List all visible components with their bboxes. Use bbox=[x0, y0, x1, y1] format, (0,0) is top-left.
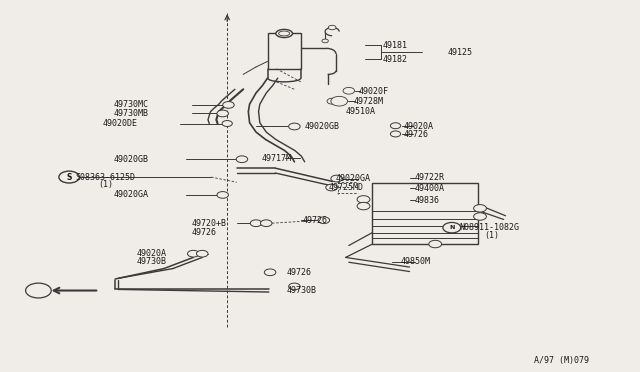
Text: 49726: 49726 bbox=[287, 268, 312, 277]
Circle shape bbox=[357, 202, 370, 210]
Text: (1): (1) bbox=[484, 231, 499, 240]
Circle shape bbox=[217, 192, 228, 198]
Text: N08911-1082G: N08911-1082G bbox=[460, 223, 520, 232]
Text: 49730B: 49730B bbox=[287, 286, 317, 295]
Bar bbox=[268, 33, 301, 69]
Text: 49020A: 49020A bbox=[403, 122, 433, 131]
Circle shape bbox=[357, 196, 370, 203]
Circle shape bbox=[343, 87, 355, 94]
Text: 49020GA: 49020GA bbox=[335, 174, 371, 183]
Text: 49717M: 49717M bbox=[261, 154, 291, 163]
Circle shape bbox=[260, 220, 272, 227]
Circle shape bbox=[443, 222, 461, 233]
Circle shape bbox=[318, 217, 330, 224]
Text: (1): (1) bbox=[98, 180, 113, 189]
Circle shape bbox=[217, 110, 228, 117]
Bar bbox=[372, 183, 478, 244]
Text: 49725MD: 49725MD bbox=[329, 183, 364, 192]
Circle shape bbox=[59, 171, 79, 183]
Text: 49728M: 49728M bbox=[354, 97, 384, 106]
Text: 49400A: 49400A bbox=[415, 184, 445, 193]
Circle shape bbox=[328, 25, 336, 30]
Text: 49020GB: 49020GB bbox=[305, 122, 340, 131]
Text: 49020F: 49020F bbox=[359, 87, 389, 96]
Text: 49125: 49125 bbox=[448, 48, 473, 57]
Text: 49726: 49726 bbox=[192, 228, 217, 237]
Text: 49181: 49181 bbox=[383, 41, 408, 50]
Text: 49730MB: 49730MB bbox=[114, 109, 149, 118]
Circle shape bbox=[196, 250, 208, 257]
Circle shape bbox=[322, 39, 328, 43]
Text: 49720+B: 49720+B bbox=[192, 219, 227, 228]
Text: 49730B: 49730B bbox=[137, 257, 167, 266]
Text: 49020DE: 49020DE bbox=[102, 119, 138, 128]
Text: 49020A: 49020A bbox=[137, 249, 167, 258]
Text: 49836: 49836 bbox=[415, 196, 440, 205]
Circle shape bbox=[223, 102, 234, 108]
Circle shape bbox=[264, 269, 276, 276]
Text: 49730MC: 49730MC bbox=[114, 100, 149, 109]
Circle shape bbox=[188, 250, 199, 257]
Circle shape bbox=[236, 156, 248, 163]
Text: 49726: 49726 bbox=[403, 130, 428, 139]
Text: 49182: 49182 bbox=[383, 55, 408, 64]
Text: 49850M: 49850M bbox=[401, 257, 431, 266]
Circle shape bbox=[474, 213, 486, 220]
Circle shape bbox=[326, 184, 337, 191]
Circle shape bbox=[289, 123, 300, 130]
Circle shape bbox=[474, 205, 486, 212]
Text: A/97 (M)079: A/97 (M)079 bbox=[534, 356, 589, 365]
Text: S: S bbox=[67, 173, 72, 182]
Text: 49020GB: 49020GB bbox=[114, 155, 149, 164]
Ellipse shape bbox=[278, 31, 290, 36]
Circle shape bbox=[390, 123, 401, 129]
Circle shape bbox=[331, 175, 342, 182]
Text: S08363-6125D: S08363-6125D bbox=[76, 173, 136, 182]
Text: 49722R: 49722R bbox=[415, 173, 445, 182]
Circle shape bbox=[250, 220, 262, 227]
Circle shape bbox=[331, 96, 348, 106]
Circle shape bbox=[222, 121, 232, 126]
Text: 49020GA: 49020GA bbox=[114, 190, 149, 199]
Circle shape bbox=[429, 240, 442, 248]
Text: N: N bbox=[449, 225, 454, 230]
Circle shape bbox=[327, 98, 337, 104]
Circle shape bbox=[289, 283, 300, 290]
Ellipse shape bbox=[276, 29, 292, 38]
Circle shape bbox=[390, 131, 401, 137]
Text: 49510A: 49510A bbox=[346, 107, 376, 116]
Circle shape bbox=[26, 283, 51, 298]
Text: 49726: 49726 bbox=[302, 216, 327, 225]
